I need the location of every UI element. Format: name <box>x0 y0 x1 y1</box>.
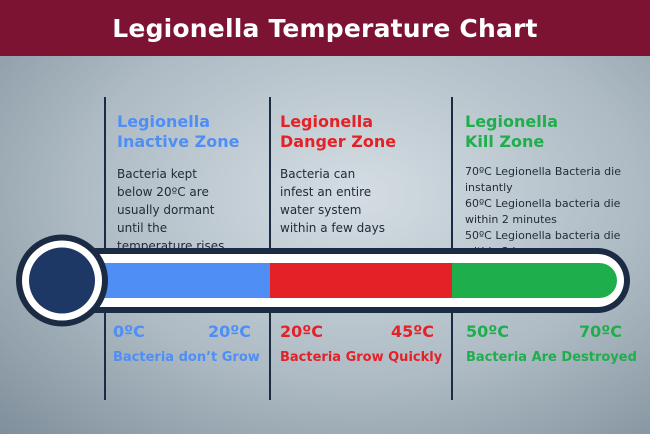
kill-zone-desc-line: 60ºC Legionella bacteria die <box>465 197 621 210</box>
kill-zone-bar <box>452 263 618 298</box>
thermometer-bulb <box>29 247 95 314</box>
kill-zone-title: Legionella Kill Zone <box>465 112 645 152</box>
kill-zone-min-temp: 50ºC <box>466 322 510 341</box>
danger-zone-description: Bacteria can infest an entire water syst… <box>280 165 458 237</box>
kill-zone-caption: Bacteria Are Destroyed <box>466 350 637 365</box>
kill-zone-desc-line: instantly <box>465 181 513 194</box>
danger-zone-desc-line: within a few days <box>280 221 385 235</box>
kill-zone-desc-line: 50ºC Legionella bacteria die <box>465 229 621 242</box>
inactive-zone-title-line1: Legionella <box>117 112 210 131</box>
danger-zone-bar <box>270 263 452 298</box>
kill-zone-desc-line: within 2 minutes <box>465 213 557 226</box>
inactive-zone-title-line2: Inactive Zone <box>117 132 240 151</box>
inactive-zone-bar <box>100 263 270 298</box>
inactive-zone-desc-line: until the <box>117 221 168 235</box>
kill-zone-title-line1: Legionella <box>465 112 558 131</box>
inactive-zone-desc-line: usually dormant <box>117 203 215 217</box>
danger-zone-max-temp: 45ºC <box>391 322 435 341</box>
danger-zone-desc-line: Bacteria can <box>280 167 356 181</box>
kill-zone-desc-line: 70ºC Legionella Bacteria die <box>465 165 621 178</box>
danger-zone-title-line1: Legionella <box>280 112 373 131</box>
danger-zone-title-line2: Danger Zone <box>280 132 397 151</box>
danger-zone-caption: Bacteria Grow Quickly <box>280 350 443 365</box>
header-banner: Legionella Temperature Chart <box>0 0 650 56</box>
inactive-zone-caption: Bacteria don’t Grow <box>113 350 260 365</box>
inactive-zone-max-temp: 20ºC <box>208 322 252 341</box>
inactive-zone-title: Legionella Inactive Zone <box>117 112 295 152</box>
danger-zone: Legionella Danger Zone Bacteria can infe… <box>280 112 458 237</box>
inactive-zone-desc-line: below 20ºC are <box>117 185 209 199</box>
inactive-zone-desc-line: Bacteria kept <box>117 167 197 181</box>
danger-zone-title: Legionella Danger Zone <box>280 112 458 152</box>
kill-zone-max-temp: 70ºC <box>579 322 623 341</box>
danger-zone-min-temp: 20ºC <box>280 322 324 341</box>
inactive-zone-min-temp: 0ºC <box>113 322 145 341</box>
danger-zone-desc-line: infest an entire <box>280 185 372 199</box>
kill-zone-title-line2: Kill Zone <box>465 132 545 151</box>
page-title: Legionella Temperature Chart <box>112 13 538 43</box>
danger-zone-desc-line: water system <box>280 203 362 217</box>
